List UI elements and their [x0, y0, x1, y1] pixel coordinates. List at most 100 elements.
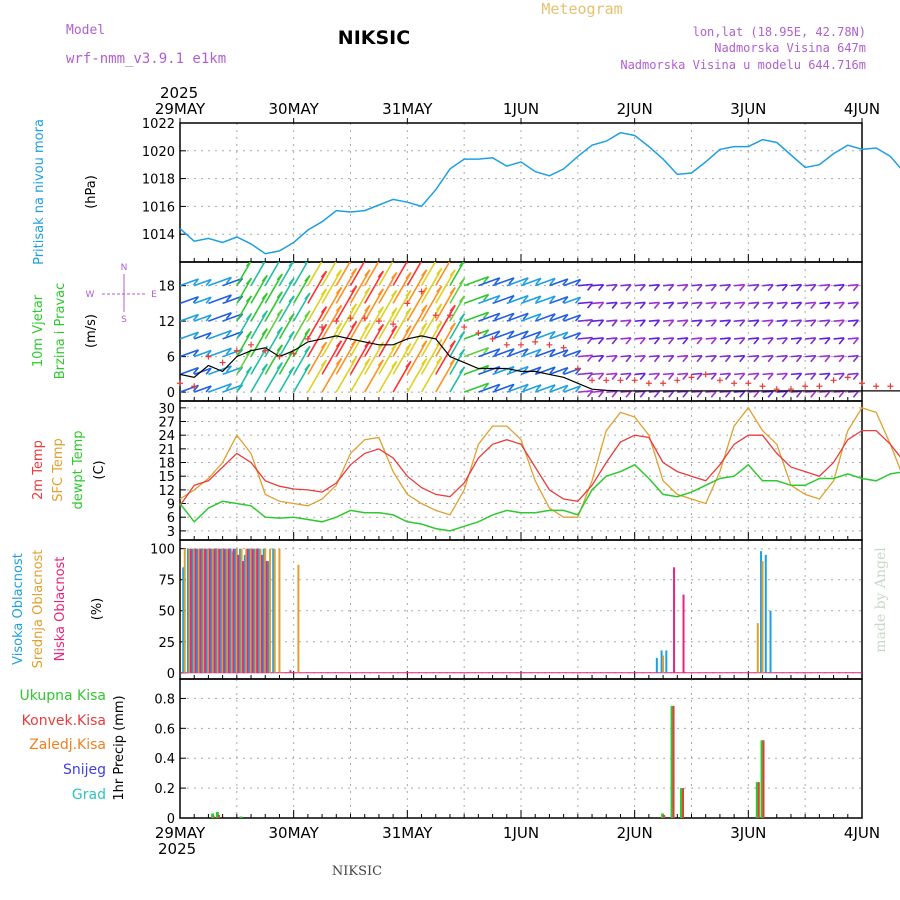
- gust-marker: [220, 360, 226, 366]
- cloud-bar-low: [204, 549, 206, 673]
- precip-unit: 1hr Precip (mm): [112, 695, 127, 800]
- wind-barb: [251, 293, 267, 321]
- y-tick-label: 12: [158, 484, 175, 499]
- wind-barb: [379, 361, 397, 392]
- gust-marker: [831, 377, 837, 383]
- y-tick-label: 6: [167, 351, 175, 366]
- y-tick-label: 0.6: [154, 722, 175, 737]
- wind-barb-tick: [351, 251, 356, 257]
- wind-barb: [308, 271, 327, 303]
- gust-marker: [617, 377, 623, 383]
- precip-conv-label: Konvek.Kisa: [22, 713, 106, 729]
- y-tick-label: 15: [158, 470, 175, 485]
- sfc-temp-line: [180, 408, 900, 517]
- precip-bar-conv: [218, 815, 220, 818]
- wind-barb: [365, 307, 384, 339]
- gust-marker: [532, 339, 538, 345]
- date-label-top: 29MAY: [155, 100, 206, 118]
- cloud-bar-high: [665, 650, 667, 672]
- cloud-low-label: Niska Oblacnost: [53, 557, 68, 662]
- precip-bar-conv: [673, 706, 675, 818]
- watermark: made by Angel: [873, 547, 889, 653]
- wind-barb: [379, 273, 397, 304]
- cloud-bar-low: [261, 555, 263, 673]
- cloud-bar-low: [190, 549, 192, 673]
- wind-barb: [294, 275, 310, 303]
- gust-marker: [717, 377, 723, 383]
- date-label-bottom: 31MAY: [382, 824, 433, 842]
- y-tick-label: 21: [158, 443, 175, 458]
- top-date-axis: 29MAY 30MAY 31MAY 1JUN 2JUN 3JUN 4JUN: [155, 100, 880, 123]
- wind-barb: [308, 307, 327, 339]
- date-label-top: 1JUN: [503, 100, 539, 118]
- gust-marker: [674, 377, 680, 383]
- wind-barb: [379, 290, 397, 321]
- date-label-top: 31MAY: [382, 100, 433, 118]
- gust-marker: [703, 371, 709, 377]
- wind-label-1: 10m Vjetar: [31, 294, 46, 367]
- gust-marker: [546, 342, 552, 348]
- temp-dewpt-label: dewpt Temp: [71, 430, 86, 509]
- wind-panel: 061218: [158, 251, 900, 401]
- wind-barb: [251, 311, 267, 339]
- temp-sfc-label: SFC Temp: [51, 438, 66, 502]
- panel-frame: [180, 401, 862, 540]
- wind-barb: [265, 292, 282, 321]
- precip-bar-conv: [763, 740, 765, 818]
- gust-marker: [632, 377, 638, 383]
- y-tick-label: 1016: [142, 200, 175, 215]
- wind-barb: [578, 355, 593, 356]
- wind-barb: [294, 293, 310, 321]
- y-tick-label: 27: [158, 416, 175, 431]
- cloud-bar-low: [256, 549, 258, 673]
- y-tick-label: 24: [158, 429, 175, 444]
- cloud-bar-low: [233, 549, 235, 673]
- wind-barb: [862, 285, 873, 286]
- wind-barb: [265, 327, 282, 356]
- wind-barb: [265, 363, 282, 392]
- cloud-bar-low: [199, 549, 201, 673]
- wind-barb-tick: [868, 391, 873, 397]
- gust-marker: [603, 377, 609, 383]
- wind-barb: [379, 344, 397, 375]
- wind-barb: [578, 284, 593, 285]
- cloud-bar-low: [673, 567, 675, 672]
- model-altitude-label: Nadmorska Visina u modelu 644.716m: [620, 58, 866, 72]
- precip-frozen-label: Zaledj.Kisa: [29, 737, 106, 753]
- wind-barb: [862, 302, 873, 303]
- gust-marker: [760, 383, 766, 389]
- cloud-bar-low: [218, 549, 220, 673]
- y-tick-label: 0.2: [154, 782, 175, 797]
- wind-barb: [578, 338, 593, 339]
- wind-barbs: [180, 251, 873, 398]
- y-tick-label: 50: [158, 605, 175, 620]
- y-tick-label: 30: [158, 402, 175, 417]
- wind-barb-tick: [336, 252, 341, 258]
- wind-unit: (m/s): [84, 314, 99, 348]
- cloud-bar-mid: [269, 549, 271, 673]
- y-tick-label: 1020: [142, 145, 175, 160]
- gust-marker: [205, 354, 211, 360]
- bottom-date-axis: 29MAY 30MAY 31MAY 1JUN 2JUN 3JUN 4JUN: [155, 824, 880, 842]
- wind-barb: [308, 342, 327, 374]
- temp-2m-label: 2m Temp: [31, 440, 46, 500]
- compass-s: S: [121, 315, 127, 325]
- footer-station: NIKSIC: [332, 864, 382, 879]
- gust-marker: [859, 380, 865, 386]
- cloud-bar-mid: [184, 549, 186, 673]
- wind-barb: [365, 342, 384, 374]
- wind-barb-tick: [868, 373, 873, 379]
- wind-speed-line: [180, 336, 900, 391]
- cloud-bar-low: [237, 555, 239, 673]
- wind-barb: [578, 391, 593, 392]
- station-title: NIKSIC: [338, 27, 410, 49]
- y-tick-label: 1018: [142, 173, 175, 188]
- cloud-mid-label: Srednja Oblacnost: [31, 550, 46, 669]
- wind-barb-tick: [437, 251, 442, 257]
- precip-bar-conv: [758, 782, 760, 818]
- wind-barb: [862, 320, 873, 321]
- lonlat-label: lon,lat (18.95E, 42.78N): [693, 25, 866, 39]
- model-label: Model: [66, 23, 105, 38]
- gust-marker: [802, 383, 808, 389]
